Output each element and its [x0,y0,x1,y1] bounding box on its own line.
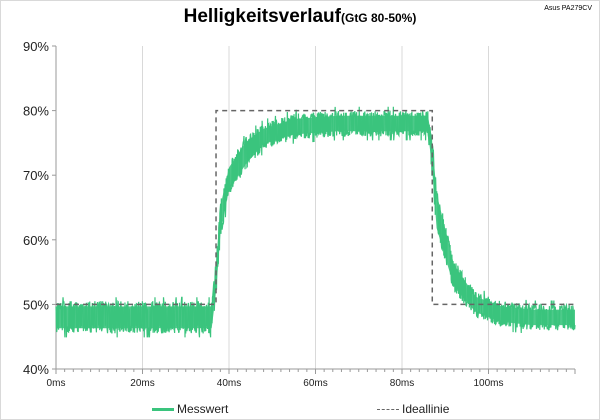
legend-swatch-messwert [152,407,174,411]
legend: Messwert Ideallinie [0,400,600,418]
chart-title: Helligkeitsverlauf(GtG 80-50%) [0,6,600,28]
y-tick-label: 60% [23,233,49,248]
series-ideallinie [56,109,575,306]
legend-label-ideallinie: Ideallinie [402,402,450,416]
chart-title-main: Helligkeitsverlauf [183,6,341,27]
tick-labels: 0ms 20ms 40ms 60ms 80ms 100ms 40% 50% 60% 70% 80% 9… [23,39,504,389]
y-tick-label: 70% [23,168,49,183]
x-tick-label: 60ms [303,378,327,389]
x-tick-label: 0ms [47,378,66,389]
y-tick-label: 90% [23,39,49,54]
y-tick-label: 80% [23,104,49,119]
ideallinie-line [56,109,575,306]
x-tick-label: 20ms [130,378,154,389]
chart-subtitle: (GtG 80-50%) [340,11,417,25]
x-tick-label: 100ms [473,378,503,389]
series-messwert [55,106,576,338]
y-tick-label: 40% [23,362,49,377]
legend-swatch-ideallinie [377,408,399,410]
legend-label-messwert: Messwert [177,402,229,416]
legend-item-ideallinie: Ideallinie [377,400,449,418]
x-tick-label: 40ms [217,378,241,389]
y-tick-label: 50% [23,297,49,312]
messwert-line [55,106,576,338]
x-tick-label: 80ms [390,378,414,389]
legend-item-messwert: Messwert [152,400,228,418]
monitor-model-label: Asus PA279CV [544,5,592,12]
